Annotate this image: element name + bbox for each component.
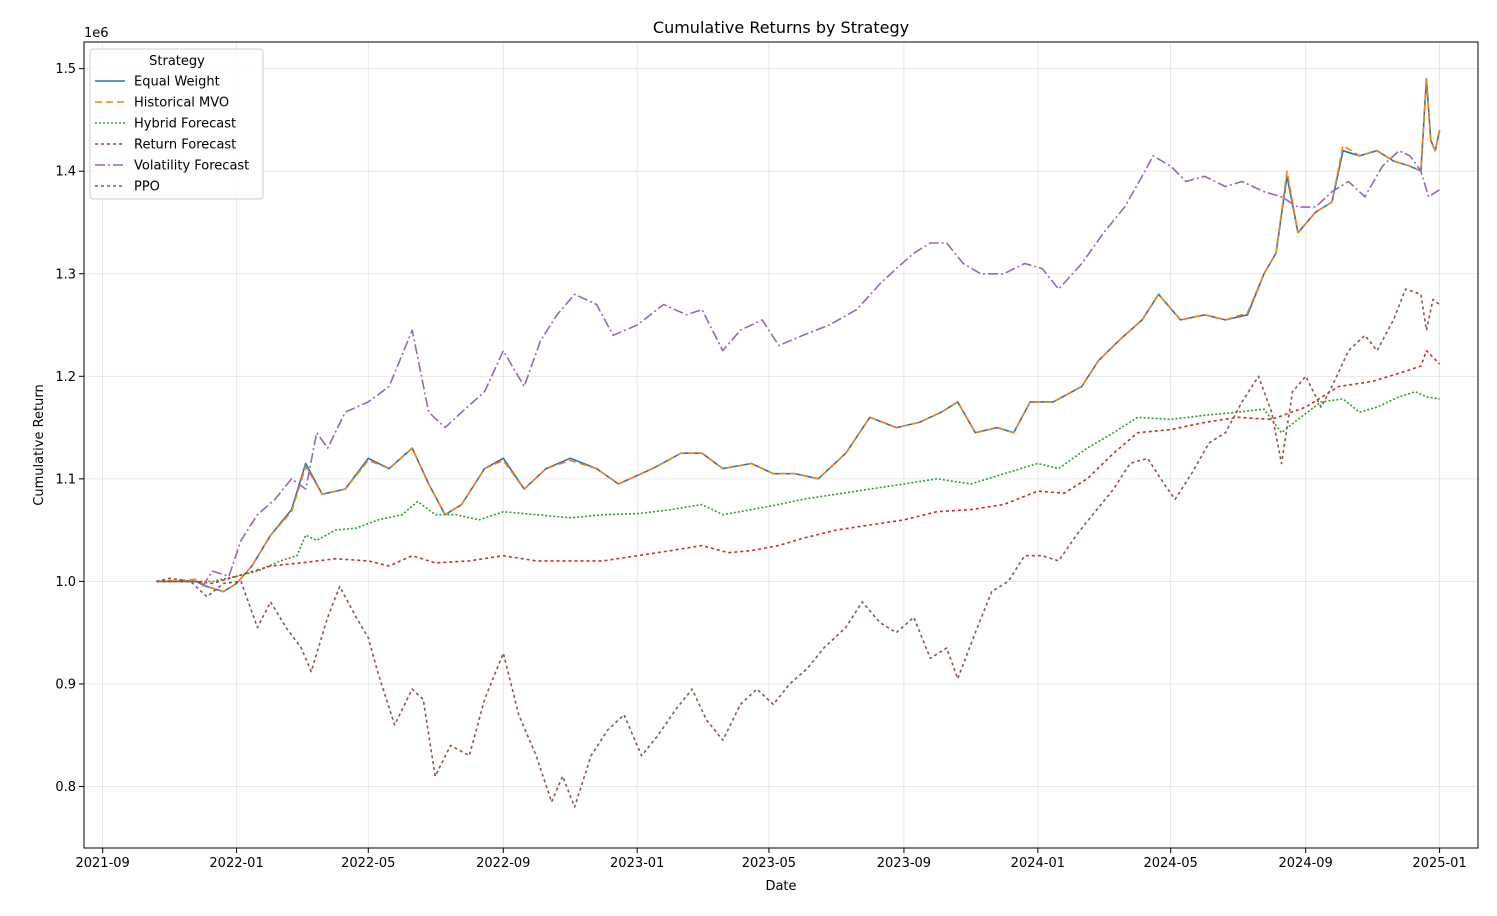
legend-label: Equal Weight (134, 75, 220, 90)
x-tick-label: 2024-05 (1143, 856, 1197, 871)
legend-label: Historical MVO (134, 96, 229, 111)
plot-area-frame (83, 41, 1479, 849)
y-axis-offset-label: 1e6 (84, 26, 109, 41)
x-axis-label: Date (765, 879, 796, 894)
series-lines (156, 78, 1441, 808)
x-tick-label: 2024-01 (1011, 856, 1065, 871)
legend-label: Return Forecast (134, 138, 236, 153)
legend-label: Hybrid Forecast (134, 117, 236, 132)
y-tick-label: 0.8 (55, 780, 76, 795)
grid-lines (84, 42, 1478, 848)
series-line-ppo (156, 288, 1441, 808)
y-tick-label: 1.1 (55, 472, 76, 487)
x-tick-label: 2023-01 (610, 856, 664, 871)
x-tick-label: 2022-05 (341, 856, 395, 871)
x-tick-label: 2023-09 (877, 856, 931, 871)
series-line-volatility-forecast (201, 149, 1441, 587)
y-axis-label: Cumulative Return (32, 384, 47, 505)
y-tick-label: 1.5 (55, 62, 76, 77)
y-tick-label: 1.4 (55, 165, 76, 180)
x-tick-label: 2022-09 (476, 856, 530, 871)
y-tick-label: 1.3 (55, 267, 76, 282)
x-tick-label: 2024-09 (1279, 856, 1333, 871)
legend-label: Volatility Forecast (134, 159, 249, 174)
x-tick-label: 2025-01 (1412, 856, 1466, 871)
legend: Strategy Equal Weight Historical MVO Hybri… (89, 48, 264, 200)
legend-entries: Equal Weight Historical MVO Hybrid Forecas… (95, 75, 249, 195)
legend-title: Strategy (149, 54, 205, 69)
y-tick-label: 0.9 (55, 677, 76, 692)
x-tick-label: 2022-01 (209, 856, 263, 871)
chart-title: Cumulative Returns by Strategy (653, 18, 909, 37)
legend-label: PPO (134, 180, 160, 195)
series-line-return-forecast (156, 349, 1441, 585)
x-tick-label: 2023-05 (742, 856, 796, 871)
axes-ticks: 2021-09 2022-01 2022-05 2022-09 2023-01 2023-… (55, 62, 1466, 871)
x-tick-label: 2021-09 (75, 856, 129, 871)
series-line-historical-mvo (156, 78, 1441, 593)
legend-box (89, 48, 264, 200)
y-tick-label: 1.0 (55, 575, 76, 590)
y-tick-label: 1.2 (55, 370, 76, 385)
